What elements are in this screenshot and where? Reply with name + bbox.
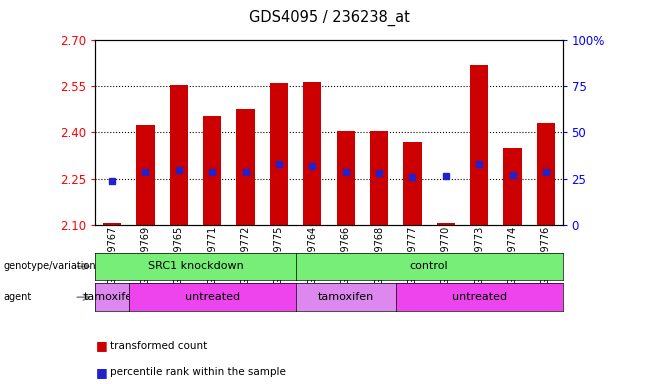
Bar <box>103 223 121 225</box>
Text: tamoxifen: tamoxifen <box>84 292 140 302</box>
Bar <box>503 148 522 225</box>
Bar <box>336 131 355 225</box>
Text: transformed count: transformed count <box>110 341 207 351</box>
Bar <box>303 82 322 225</box>
Text: percentile rank within the sample: percentile rank within the sample <box>110 367 286 377</box>
Text: GDS4095 / 236238_at: GDS4095 / 236238_at <box>249 10 409 26</box>
Text: agent: agent <box>3 292 32 302</box>
Bar <box>370 131 388 225</box>
Bar <box>203 116 221 225</box>
Text: genotype/variation: genotype/variation <box>3 262 96 271</box>
Bar <box>403 142 422 225</box>
Bar <box>136 125 155 225</box>
Bar <box>170 85 188 225</box>
Text: SRC1 knockdown: SRC1 knockdown <box>147 262 243 271</box>
Text: ■: ■ <box>95 339 107 352</box>
Bar <box>437 223 455 225</box>
Text: tamoxifen: tamoxifen <box>318 292 374 302</box>
Bar <box>236 109 255 225</box>
Bar <box>537 123 555 225</box>
Text: ■: ■ <box>95 366 107 379</box>
Bar <box>470 65 488 225</box>
Text: untreated: untreated <box>185 292 240 302</box>
Bar <box>270 83 288 225</box>
Text: control: control <box>410 262 448 271</box>
Text: untreated: untreated <box>451 292 507 302</box>
